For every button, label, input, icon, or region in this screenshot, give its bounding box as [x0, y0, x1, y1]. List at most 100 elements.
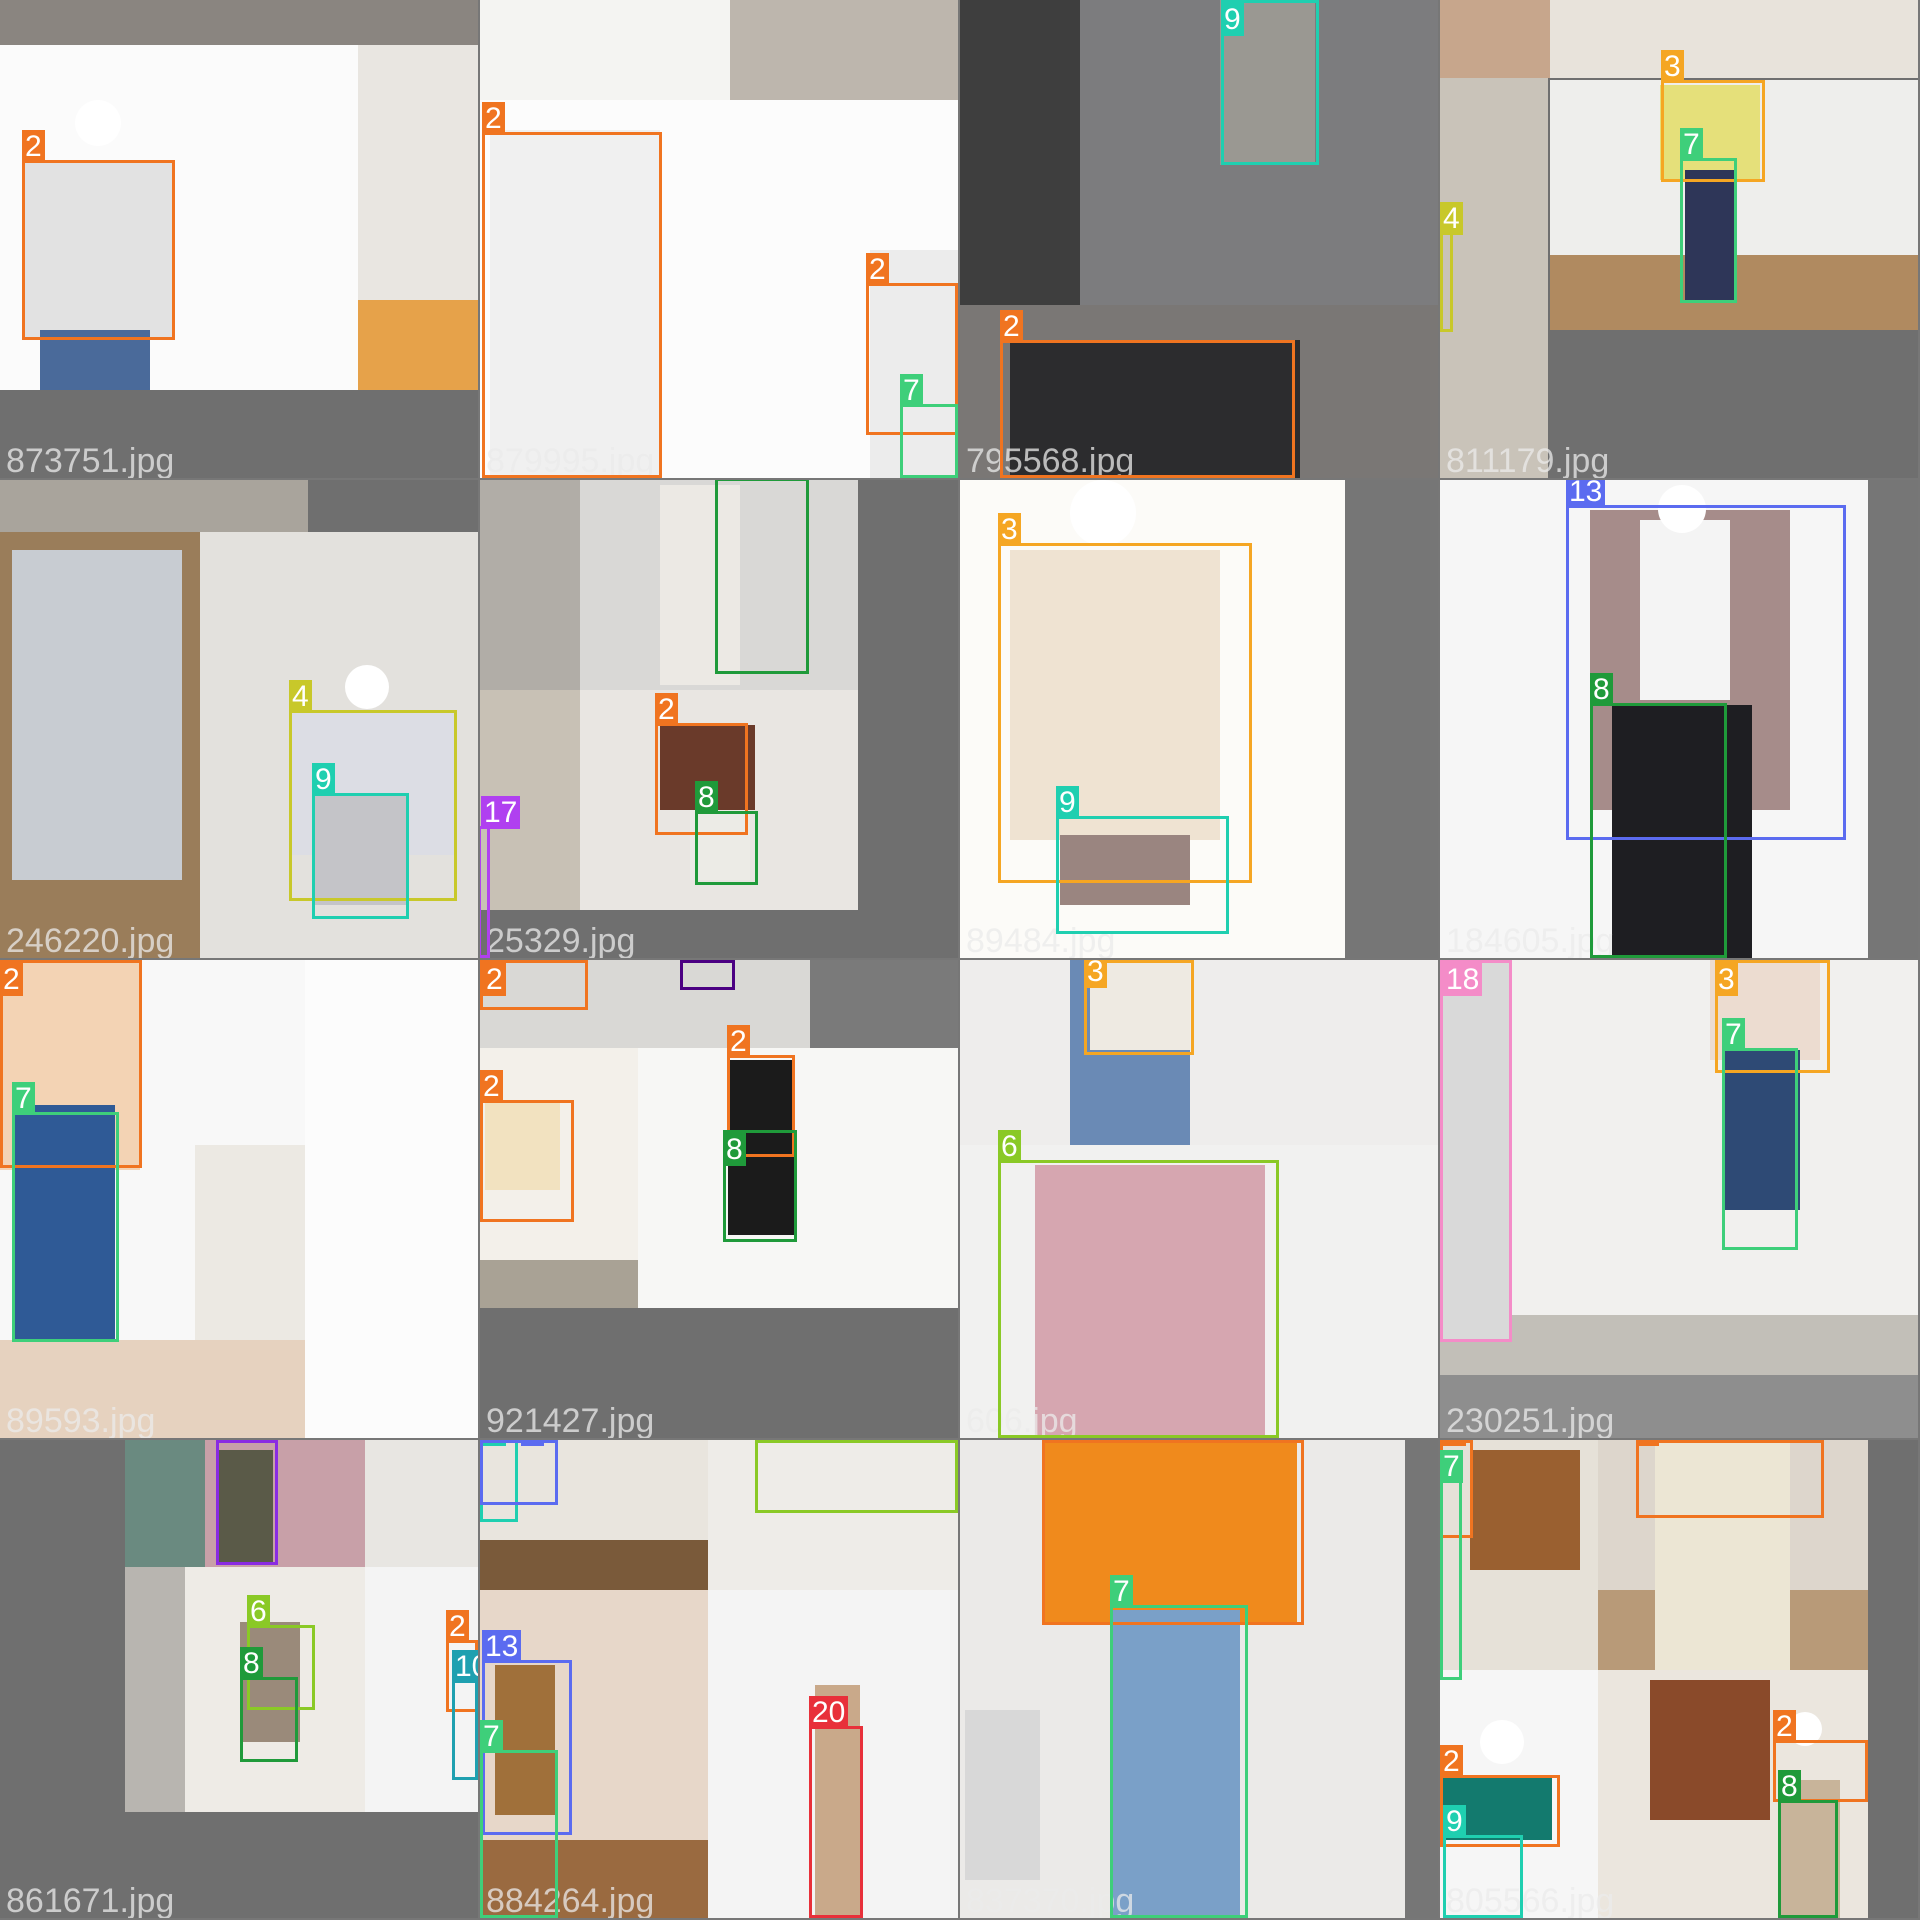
detection-box: 3: [1715, 960, 1830, 1073]
filename-label: 606.jpg: [966, 1402, 1078, 1438]
detection-box: 2: [866, 253, 958, 435]
filename-label: 837370.jpg: [966, 1882, 1135, 1918]
photo: [312, 795, 407, 905]
photo: [1442, 960, 1512, 1340]
detection-box: 20: [809, 1696, 863, 1918]
detection-box: 2: [1440, 1745, 1560, 1847]
photo: [1042, 1440, 1297, 1625]
detection-box: 7: [1722, 1018, 1798, 1250]
class-label: 3: [1084, 960, 1107, 988]
class-label: 2: [1042, 1440, 1065, 1443]
mosaic-tile: 805566.jpg 2 7 2 2 9 2 8: [1440, 1440, 1918, 1918]
photo: [960, 960, 1438, 1145]
filename-label: 921427.jpg: [486, 1402, 655, 1438]
filename-label: 89593.jpg: [6, 1402, 156, 1438]
detection-box: 9: [312, 763, 409, 919]
detection-box: 7: [1440, 1450, 1463, 1680]
detection-box: 13: [1566, 480, 1846, 840]
photo: [1650, 1680, 1770, 1820]
class-label: 13: [482, 1630, 522, 1663]
class-label: 7: [1722, 1018, 1745, 1051]
mosaic-tile: 795568.jpg 9 2: [960, 0, 1438, 478]
class-label: 2: [727, 1025, 750, 1058]
photo: [0, 480, 308, 532]
detection-box: 4: [1440, 202, 1463, 332]
class-label: 9: [1221, 3, 1244, 36]
photo: [1440, 960, 1918, 1375]
photo: [358, 300, 478, 390]
class-label: 3: [1715, 963, 1738, 996]
detection-box: 18: [1440, 960, 1512, 1342]
photo: [638, 1048, 958, 1308]
filename-label: 861671.jpg: [6, 1882, 175, 1918]
class-label: 4: [289, 680, 312, 713]
photo: [1780, 1780, 1840, 1918]
class-label: 8: [1778, 1770, 1801, 1803]
class-label: 2: [866, 253, 889, 286]
detection-box: 9: [1443, 1805, 1523, 1918]
photo: [12, 550, 182, 880]
class-label: 6: [998, 1130, 1021, 1163]
photo: [1868, 480, 1918, 958]
class-label: 15: [216, 1440, 256, 1443]
class-label: 2: [482, 102, 505, 135]
photo: [1110, 1610, 1240, 1918]
class-label: 7: [12, 1082, 35, 1115]
filename-label: 873751.jpg: [6, 442, 175, 478]
mosaic-tile: 811179.jpg 3 7 4: [1440, 0, 1918, 478]
mosaic-tile: 861671.jpg 15 6 8 2 10: [0, 1440, 478, 1918]
detection-box: 2: [22, 130, 175, 340]
detection-box: 2: [480, 960, 588, 1010]
photo: [965, 1710, 1040, 1880]
photo: [1405, 1440, 1438, 1918]
detection-box: 17: [480, 796, 521, 958]
photo: [1440, 1315, 1918, 1375]
photo: [1440, 0, 1550, 78]
detection-box: 7: [480, 1720, 558, 1918]
filename-label: 184605.jpg: [1446, 922, 1615, 958]
detection-box: 8: [715, 480, 809, 674]
class-label: 2: [1773, 1710, 1796, 1743]
filename-label: 805566.jpg: [1446, 1882, 1615, 1918]
photo: [1010, 340, 1300, 478]
photo: [125, 1567, 185, 1812]
detection-box: 3: [1084, 960, 1194, 1055]
photo: [480, 1308, 958, 1438]
class-label: 9: [483, 1440, 506, 1446]
photo: [1550, 0, 1918, 78]
class-label: 9: [1443, 1805, 1466, 1838]
mosaic-tile: 837370.jpg 2 7: [960, 1440, 1438, 1918]
detection-box: 2: [1636, 1440, 1824, 1518]
mosaic-tile: 921427.jpg 2 16 2 2 8: [480, 960, 958, 1438]
class-label: 2: [446, 1610, 469, 1643]
photo: [125, 1440, 205, 1567]
photo: [1060, 835, 1190, 905]
photo: [365, 1440, 478, 1567]
photo: [1725, 1050, 1800, 1210]
detection-box: 10: [452, 1650, 478, 1780]
photo: [480, 1840, 708, 1918]
photo: [1345, 480, 1438, 958]
filename-label: 795568.jpg: [966, 442, 1135, 478]
photo: [480, 1260, 638, 1308]
detection-box: 3: [998, 513, 1252, 883]
photo: [1470, 1450, 1580, 1570]
photo: [0, 0, 478, 45]
detection-box: 2: [480, 1070, 574, 1222]
face-mask: [75, 100, 121, 146]
class-label: 4: [1440, 202, 1463, 235]
class-label: 8: [723, 1133, 746, 1166]
photo: [960, 0, 1080, 305]
filename-label: 246220.jpg: [6, 922, 175, 958]
class-label: 2: [521, 1440, 544, 1446]
mosaic-tile: 884264.jpg 9 2 6 13 7 20: [480, 1440, 958, 1918]
photo: [480, 1540, 708, 1590]
photo: [305, 960, 478, 1438]
filename-label: 811179.jpg: [1446, 442, 1610, 478]
class-label: 2: [480, 1070, 503, 1103]
photo: [1440, 1375, 1918, 1438]
photo: [1655, 1440, 1790, 1670]
filename-label: 89484.jpg: [966, 922, 1116, 958]
detection-box: 7: [1110, 1575, 1248, 1918]
